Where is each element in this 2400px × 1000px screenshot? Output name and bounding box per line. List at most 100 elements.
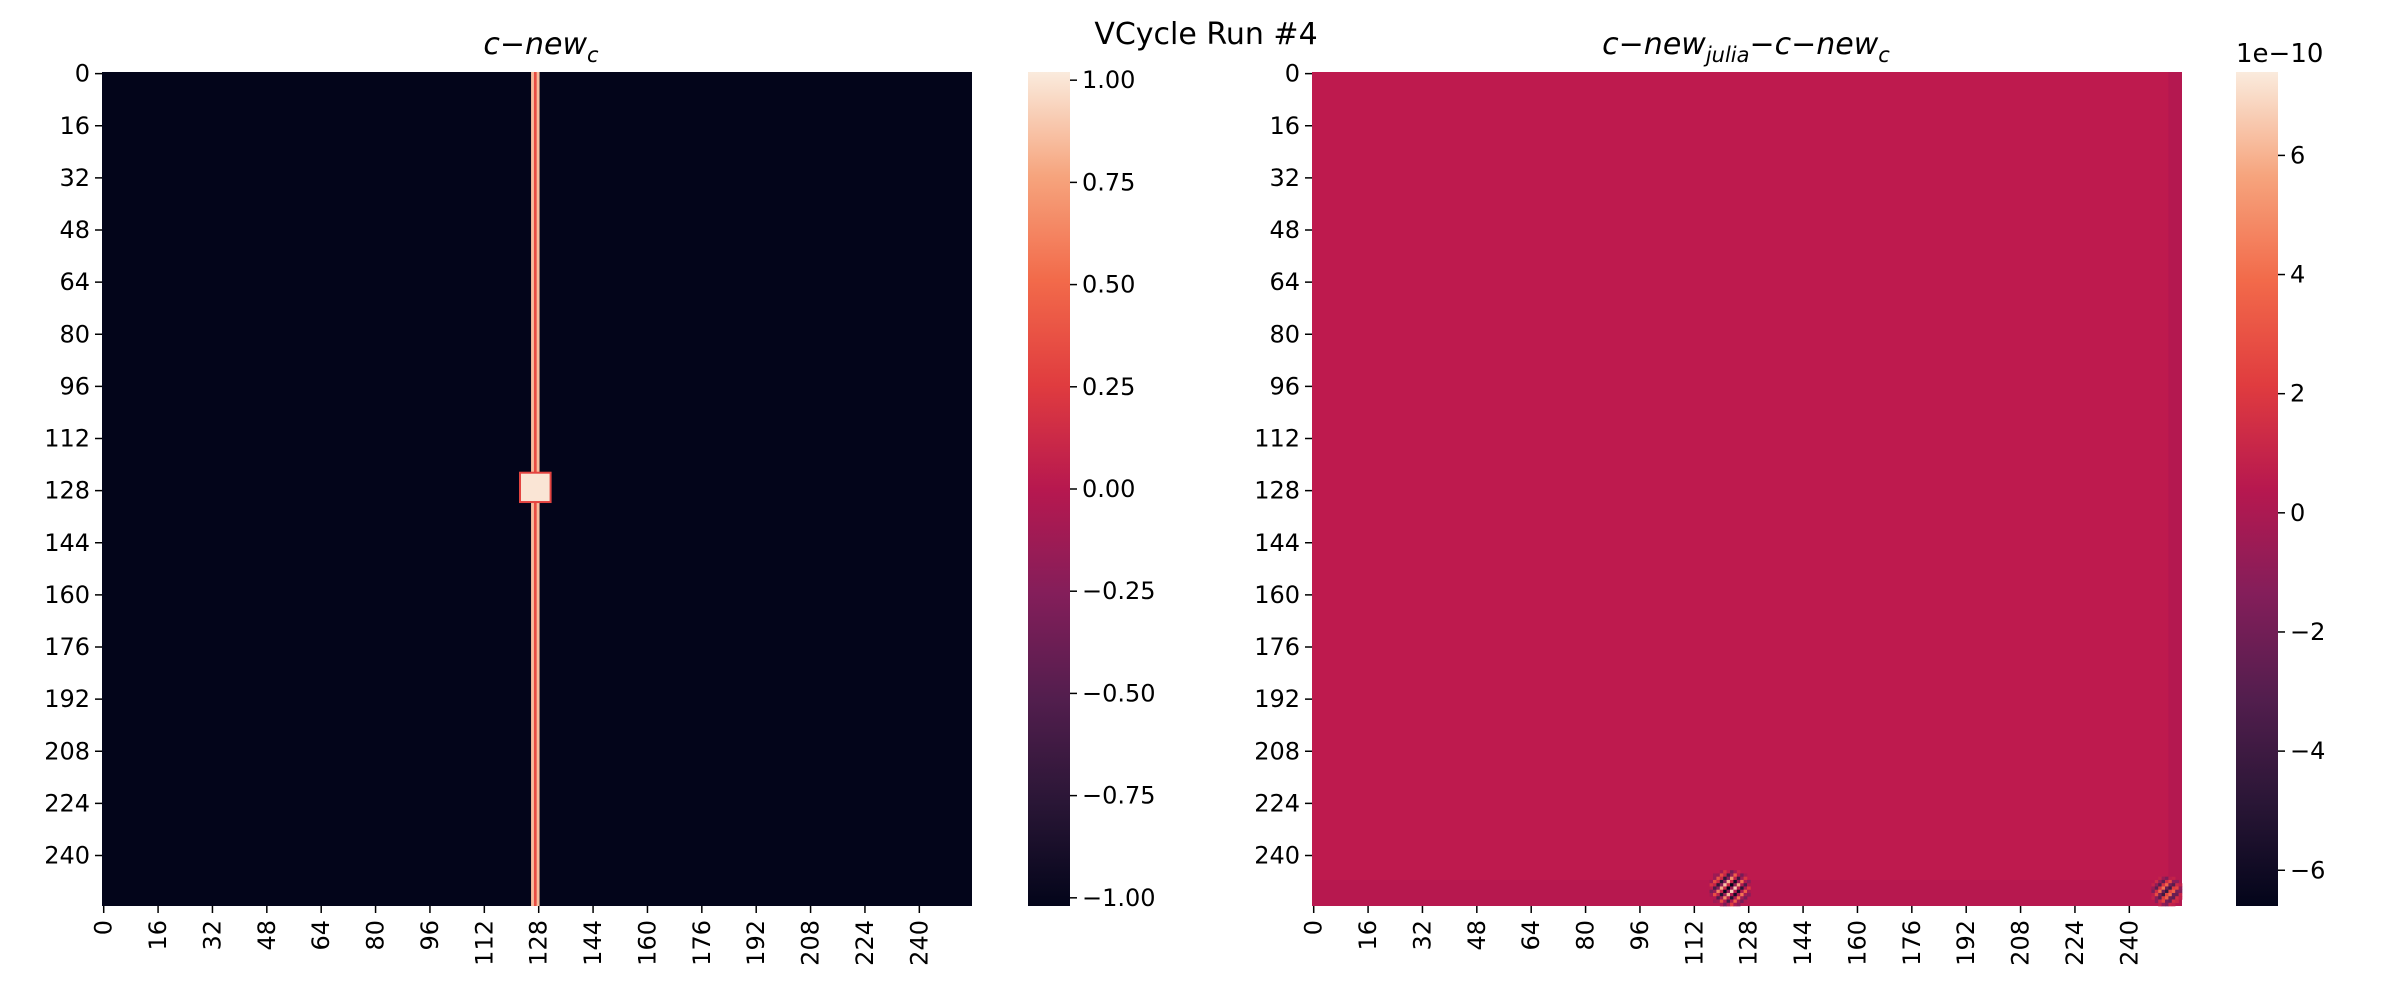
heatmap-2-x-tick-label: 16 [1354, 920, 1382, 951]
heatmap-2-oscillation-cell [1713, 892, 1717, 897]
heatmap-2-y-tick-label: 80 [1269, 320, 1300, 348]
heatmap-2-oscillation-cell [1743, 889, 1748, 894]
heatmap-1-y-tick-label: 0 [75, 60, 90, 88]
heatmap-2-oscillation-cell [2165, 879, 2169, 884]
heatmap-2-oscillation-cell [1723, 876, 1727, 881]
heatmap-2-oscillation-cell [1736, 899, 1741, 904]
heatmap-2-oscillation-cell [1733, 883, 1738, 887]
heatmap-2-oscillation-cell [2175, 896, 2179, 900]
heatmap-2-oscillation-cell [2165, 899, 2169, 904]
heatmap-2-oscillation-cell [1723, 902, 1727, 907]
heatmap-2-oscillation-cell [1709, 886, 1714, 891]
heatmap-2-oscillation-cell [2154, 889, 2159, 894]
heatmap-2-oscillation-cell [2168, 876, 2173, 881]
heatmap-2-oscillation-cell [1726, 902, 1731, 907]
heatmap-2-right-band [2168, 72, 2182, 906]
heatmap-2-oscillation-cell [1740, 879, 1744, 884]
heatmap-1-y-tick-label: 192 [44, 685, 90, 713]
heatmap-2-oscillation-cell [1743, 899, 1748, 904]
heatmap-2-oscillation-cell [1747, 879, 1751, 884]
heatmap-2-oscillation-cell [1733, 886, 1738, 891]
heatmap-2-oscillation-cell [1719, 883, 1724, 887]
heatmap-2-oscillation-cell [2168, 879, 2173, 884]
heatmap-2-oscillation-cell [1723, 899, 1727, 904]
heatmap-2-oscillation-cell [1709, 889, 1714, 894]
heatmap-2-oscillation-cell [1713, 883, 1717, 887]
heatmap-2-oscillation-cell [1713, 896, 1717, 900]
heatmap-2-oscillation-cell [2154, 886, 2159, 891]
heatmap-2-oscillation-cell [2158, 899, 2162, 904]
colorbar-2-tick-label: −6 [2290, 856, 2325, 884]
heatmap-2-oscillation-cell [2168, 902, 2173, 907]
heatmap-2-oscillation-cell [1747, 892, 1751, 897]
heatmap-1-y-tick-label: 112 [44, 425, 90, 453]
heatmap-2-oscillation-cell [1716, 873, 1721, 877]
heatmap-2-oscillation-cell [2165, 883, 2169, 887]
heatmap-2-oscillation-cell [2151, 889, 2156, 894]
heatmap-2-oscillation-cell [2171, 886, 2176, 891]
heatmap-2-oscillation-cell [2161, 883, 2166, 887]
heatmap-2-oscillation-1 [1709, 870, 1751, 907]
heatmap-2-oscillation-cell [2168, 886, 2173, 891]
heatmap-1-x-tick-label: 208 [797, 920, 825, 966]
heatmap-2-oscillation-cell [2178, 892, 2183, 897]
heatmap-2-y-tick-label: 128 [1254, 477, 1300, 505]
heatmap-2-oscillation-cell [1716, 879, 1721, 884]
heatmap-2-oscillation-cell [1740, 876, 1744, 881]
heatmap-2-oscillation-cell [1716, 876, 1721, 881]
heatmap-2-oscillation-cell [1719, 896, 1724, 900]
heatmap-2-oscillation-cell [2168, 889, 2173, 894]
heatmap-1-y-tick-label: 160 [44, 581, 90, 609]
heatmap-2-oscillation-cell [2175, 883, 2179, 887]
heatmap-2-oscillation-cell [1719, 879, 1724, 884]
heatmap-2-oscillation-cell [1740, 899, 1744, 904]
heatmap-2-y-tick-label: 96 [1269, 372, 1300, 400]
heatmap-2-oscillation-cell [1709, 879, 1714, 884]
heatmap-2-oscillation-cell [2168, 883, 2173, 887]
heatmap-2-oscillation-cell [2178, 886, 2183, 891]
colorbar-1-gradient [1028, 72, 1070, 906]
heatmap-2-oscillation-cell [1723, 892, 1727, 897]
heatmap-2-oscillation-cell [1730, 879, 1734, 884]
heatmap-2-oscillation-cell [2175, 892, 2179, 897]
heatmap-2-oscillation-cell [1733, 899, 1738, 904]
heatmap-1-y-tick-label: 224 [44, 789, 90, 817]
heatmap-2-oscillation-cell [1733, 870, 1738, 874]
heatmap-1-title-sub: c [587, 43, 599, 67]
heatmap-2-oscillation-cell [2158, 896, 2162, 900]
heatmap-2-oscillation-cell [2154, 899, 2159, 904]
heatmap-2-x-tick-label: 144 [1789, 920, 1817, 966]
heatmap-2-oscillation-cell [2175, 879, 2179, 884]
heatmap-2-oscillation-cell [1730, 902, 1734, 907]
heatmap-2-oscillation-cell [2158, 876, 2162, 881]
heatmap-2-oscillation-cell [2161, 896, 2166, 900]
heatmap-1-y-tick-label: 64 [59, 268, 90, 296]
heatmap-2-oscillation-cell [2161, 876, 2166, 881]
heatmap-2-x-tick-label: 176 [1898, 920, 1926, 966]
heatmap-1-x-tick-label: 224 [851, 920, 879, 966]
heatmap-2-oscillation-cell [1716, 896, 1721, 900]
heatmap-2-oscillation-cell [1719, 889, 1724, 894]
heatmap-2-oscillation-cell [1743, 886, 1748, 891]
heatmap-2-title-sub2: c [1878, 43, 1890, 67]
heatmap-2-x-tick-label: 160 [1843, 920, 1871, 966]
heatmap-2-oscillation-cell [1726, 889, 1731, 894]
heatmap-2-oscillation-cell [2165, 902, 2169, 907]
heatmap-1-y-ticks: 0 16 32 48 64 80 96 112 128 144 160 176 192 208 224 240 [44, 60, 102, 870]
heatmap-2-y-tick-label: 32 [1269, 164, 1300, 192]
heatmap-1-x-tick-label: 128 [525, 920, 553, 966]
heatmap-2-oscillation-cell [1730, 896, 1734, 900]
heatmap-2-oscillation-cell [1730, 870, 1734, 874]
heatmap-2-background [1312, 72, 2182, 906]
colorbar-2-tick-label: 2 [2290, 380, 2305, 408]
heatmap-2-oscillation-cell [1733, 889, 1738, 894]
heatmap-2-oscillation-cell [1726, 873, 1731, 877]
colorbar-2-tick-label: −2 [2290, 618, 2325, 646]
heatmap-2: c−newjulia−c−newc 0 16 32 48 64 80 96 112 128 144… [1254, 27, 2325, 966]
heatmap-1-x-tick-label: 0 [90, 920, 118, 935]
colorbar-2-offset-text: 1e−10 [2236, 39, 2323, 69]
heatmap-2-oscillation-cell [1719, 876, 1724, 881]
heatmap-2-y-tick-label: 176 [1254, 633, 1300, 661]
heatmap-2-oscillation-cell [1736, 889, 1741, 894]
heatmap-2-oscillation-cell [1709, 883, 1714, 887]
